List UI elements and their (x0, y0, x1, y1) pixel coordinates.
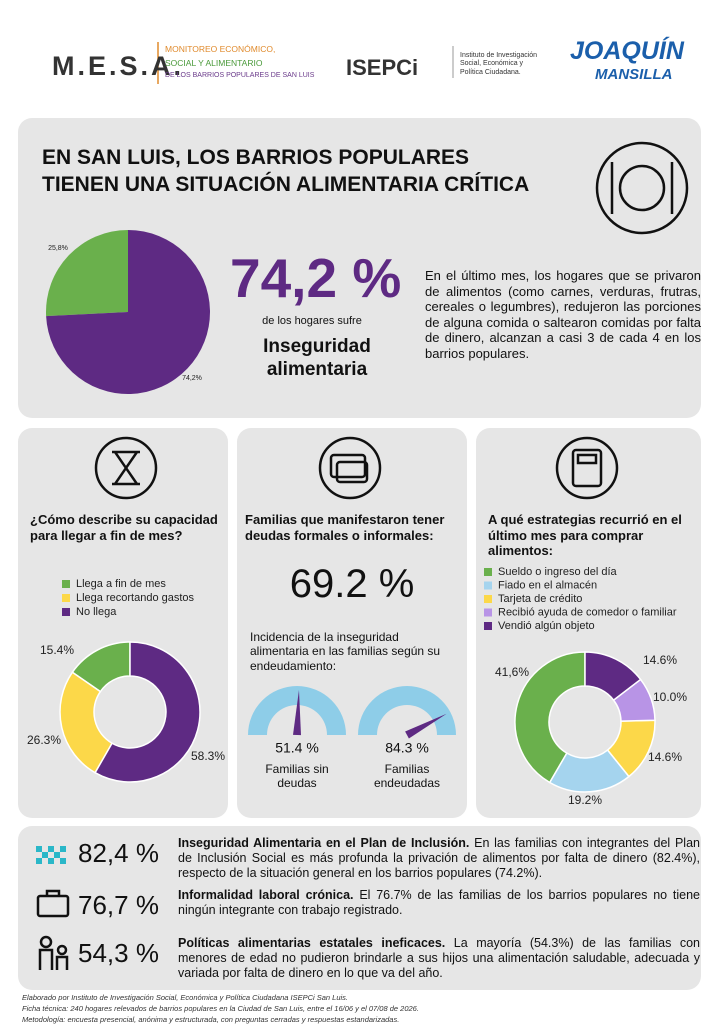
logo-text: MONITOREO ECONÓMICO, (165, 44, 276, 54)
value-label: 10.0% (653, 690, 687, 704)
legend-swatch (484, 608, 492, 617)
gauge-label: Familias sin deudas (265, 762, 329, 791)
gauge-track (358, 686, 456, 735)
gauge-track (248, 686, 346, 735)
gauge-needle (293, 690, 301, 736)
big-number: 69.2 % (289, 562, 415, 606)
row-body: El 76.7% de las familias de los barrios … (178, 888, 701, 917)
card-title: Familias que manifestaron tener deudas f… (245, 512, 445, 543)
card (476, 428, 701, 818)
legend-label: Fiado en el almacén (498, 579, 597, 591)
slice (46, 230, 210, 394)
big-number: 74,2 % (230, 247, 402, 309)
row-body: La mayoría (54.3%) de las familias con m… (178, 936, 700, 980)
card-title: ¿Cómo describe su capacidad para llegar … (30, 512, 218, 543)
value-label: 84.3 % (385, 740, 429, 756)
row-value: 54,3 % (78, 938, 159, 968)
row-body: En las familias con integrantes del Plan… (178, 836, 700, 880)
legend-swatch (484, 622, 492, 630)
value-label: 51.4 % (275, 740, 319, 756)
slice (584, 651, 642, 702)
icons (36, 141, 689, 970)
card (237, 428, 467, 818)
value-label: 74,2% (182, 375, 202, 382)
slice (514, 651, 586, 784)
value-label: 58.3% (191, 749, 225, 763)
value-label: 41,6% (495, 665, 529, 679)
value-label: 19.2% (568, 793, 602, 807)
logo-text: SOCIAL Y ALIMENTARIO (165, 58, 263, 68)
slice (59, 671, 114, 774)
gauge-needle (405, 713, 447, 739)
logo-text: DE LOS BARRIOS POPULARES DE SAN LUIS (165, 72, 315, 79)
legend-label: Llega recortando gastos (76, 592, 195, 604)
legend-swatch (484, 568, 492, 576)
slice (45, 230, 128, 317)
row-text: Inseguridad Alimentaria en el Plan de In… (178, 836, 700, 881)
legend-label: Recibió ayuda de comedor o familiar (498, 606, 677, 618)
legend-label: No llega (76, 606, 117, 618)
paragraph: En el último mes, los hogares que se pri… (425, 268, 701, 361)
value-label: 14.6% (648, 750, 682, 764)
row-title: Políticas alimentarias estatales inefica… (178, 936, 446, 950)
row-text: Informalidad laboral crónica. El 76.7% d… (178, 888, 700, 918)
legend-swatch (62, 594, 70, 602)
legend-label: Llega a fin de mes (76, 578, 166, 590)
slice (94, 641, 201, 783)
row-value: 76,7 % (78, 890, 159, 920)
gauge-label: Familias endeudadas (373, 762, 441, 791)
pattern-icon (36, 846, 66, 864)
footer: Metodología: encuesta presencial, anónim… (22, 1015, 400, 1024)
row-value: 82,4 % (78, 838, 159, 868)
footer: Ficha técnica: 240 hogares relevados de … (22, 1004, 419, 1013)
legend-swatch (484, 595, 492, 603)
logo: MANSILLA (595, 66, 673, 83)
summary-card (18, 826, 701, 990)
logo: ISEPCi (346, 55, 419, 80)
logo: JOAQUÍN (570, 37, 684, 65)
card-text: Incidencia de la inseguridad alimentaria… (250, 630, 441, 673)
logo: M.E.S.A. (52, 51, 185, 81)
title: EN SAN LUIS, LOS BARRIOS POPULARES (42, 146, 470, 169)
logo-text: Instituto de Investigación Social, Econó… (460, 52, 538, 76)
row-title: Inseguridad Alimentaria en el Plan de In… (178, 836, 470, 850)
card-title: A qué estrategias recurrió en el último … (488, 512, 682, 559)
highlight: Inseguridad alimentaria (263, 336, 371, 380)
legend-swatch (62, 608, 70, 616)
footer: Elaborado por Instituto de Investigación… (22, 993, 349, 1002)
row-title: Informalidad laboral crónica. (178, 888, 354, 902)
value-label: 25,8% (48, 245, 68, 252)
legend-label: Vendió algún objeto (498, 620, 595, 632)
value-label: 15.4% (40, 643, 74, 657)
value-label: 26.3% (27, 733, 61, 747)
legend-swatch (62, 580, 70, 588)
title: TIENEN UNA SITUACIÓN ALIMENTARIA CRÍTICA (42, 173, 530, 196)
row-text: Políticas alimentarias estatales inefica… (178, 936, 700, 981)
value-label: 14.6% (643, 653, 677, 667)
legend-label: Tarjeta de crédito (498, 593, 582, 605)
legend-swatch (484, 581, 492, 590)
legend-label: Sueldo o ingreso del día (498, 566, 618, 578)
subtitle: de los hogares sufre (262, 315, 362, 327)
